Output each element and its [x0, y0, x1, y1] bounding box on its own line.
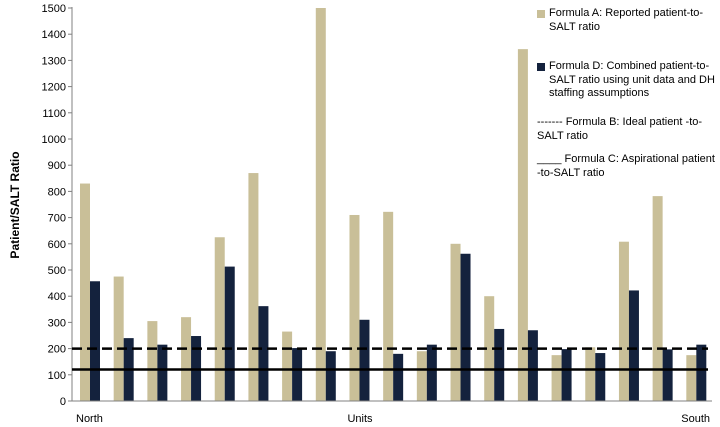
bar-formula-d [460, 253, 471, 401]
y-tick-label: 1400 [42, 29, 66, 41]
y-tick-label: 1300 [42, 55, 66, 67]
legend-label-formula-a: Formula A: Reported patient-to-SALT rati… [549, 7, 704, 33]
legend-label-formula-b: ------- Formula B: Ideal patient -to-SAL… [537, 116, 703, 142]
legend-item-formula-c: ____ Formula C: Aspirational patient -to… [537, 153, 717, 180]
y-tick-label: 1200 [42, 82, 66, 94]
y-tick-label: 100 [48, 370, 66, 382]
bar-formula-a [517, 49, 528, 401]
chart-marks [80, 8, 707, 401]
y-tick-label: 1100 [42, 108, 66, 120]
bar-formula-d [696, 344, 707, 401]
y-tick-label: 900 [48, 160, 66, 172]
legend-swatch-formula-a [537, 10, 545, 18]
bar-formula-a [315, 8, 326, 401]
bar-formula-a [248, 173, 259, 401]
legend-item-formula-a: Formula A: Reported patient-to-SALT rati… [537, 7, 717, 34]
bar-formula-d [628, 290, 639, 401]
y-axis-ticks: 0 100 200 300 400 500 600 700 800 900 1000 1100 1200… [42, 3, 72, 408]
bar-formula-a [450, 243, 461, 401]
y-tick-label: 700 [48, 213, 66, 225]
bar-formula-a [585, 347, 596, 401]
x-label-left: North [76, 413, 103, 425]
y-axis-label: Patient/SALT Ratio [8, 151, 22, 258]
bar-formula-d [527, 330, 538, 401]
bar-formula-d [494, 328, 505, 401]
y-tick-label: 200 [48, 344, 66, 356]
y-tick-label: 800 [48, 186, 66, 198]
bar-formula-a [282, 331, 293, 401]
y-tick-label: 1000 [42, 134, 66, 146]
bar-formula-d [325, 351, 336, 401]
y-tick-label: 1500 [42, 3, 66, 15]
y-tick-label: 500 [48, 265, 66, 277]
y-tick-label: 400 [48, 291, 66, 303]
y-tick-label: 0 [60, 396, 66, 408]
bar-formula-d [561, 349, 572, 401]
bar-formula-a [484, 296, 495, 401]
y-tick-label: 600 [48, 239, 66, 251]
bar-formula-d [662, 349, 673, 401]
bar-formula-a [147, 321, 158, 401]
bar-formula-a [618, 241, 629, 401]
bar-formula-d [393, 353, 404, 401]
bar-formula-d [292, 348, 303, 401]
bar-formula-a [551, 355, 562, 401]
bar-formula-d [595, 353, 606, 401]
bar-formula-d [426, 344, 437, 401]
bar-formula-a [686, 355, 697, 401]
bar-formula-a [80, 183, 90, 401]
bar-formula-a [214, 237, 225, 401]
bar-formula-d [90, 281, 100, 401]
x-label-right: South [681, 413, 710, 425]
bar-formula-d [258, 306, 269, 401]
legend-label-formula-c: ____ Formula C: Aspirational patient -to… [537, 153, 715, 179]
legend-item-formula-b: ------- Formula B: Ideal patient -to-SAL… [537, 116, 717, 143]
bar-formula-d [359, 319, 370, 401]
legend-swatch-formula-d [537, 63, 545, 71]
legend-label-formula-d: Formula D: Combined patient-to-SALT rati… [549, 60, 715, 99]
bar-formula-a [652, 196, 663, 401]
bar-formula-a [349, 214, 360, 401]
bar-formula-a [416, 351, 427, 401]
y-tick-label: 300 [48, 317, 66, 329]
x-axis-label: Units [347, 413, 373, 425]
bar-formula-d [157, 344, 168, 401]
bar-formula-d [224, 266, 235, 401]
legend-item-formula-d: Formula D: Combined patient-to-SALT rati… [537, 60, 717, 101]
bar-formula-a [383, 211, 394, 401]
bar-formula-a [113, 276, 124, 401]
bar-formula-a [181, 317, 192, 401]
